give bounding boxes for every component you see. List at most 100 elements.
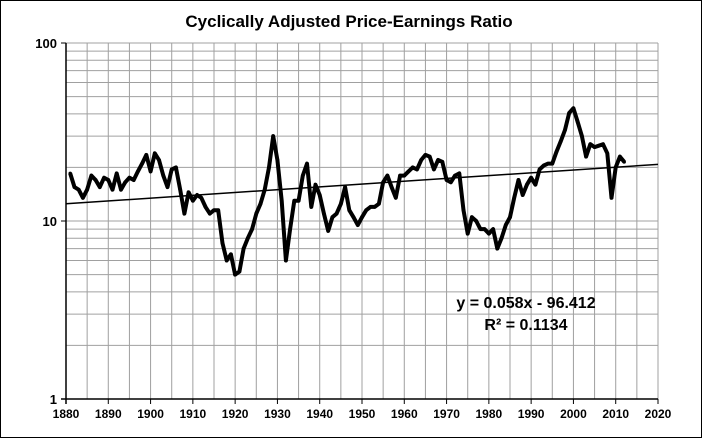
cape-data-point [550, 161, 555, 166]
cape-data-point [220, 241, 225, 246]
cape-data-point [322, 211, 326, 216]
cape-data-point [68, 171, 73, 176]
cape-data-point [144, 153, 149, 157]
cape-data-point [317, 193, 322, 197]
cape-data-point [199, 196, 204, 200]
cape-data-point [275, 158, 280, 162]
cape-data-point [427, 154, 432, 159]
cape-data-point [119, 187, 123, 192]
cape-data-point [575, 120, 580, 124]
cape-data-point [246, 236, 250, 241]
cape-data-point [110, 187, 115, 192]
cape-series-line [68, 106, 626, 277]
cape-data-point [394, 196, 398, 200]
cape-data-point [271, 134, 276, 138]
cape-data-point [98, 185, 102, 189]
x-tick-label: 1940 [306, 407, 333, 421]
cape-data-point [360, 215, 364, 220]
cape-data-point [520, 193, 525, 197]
trendline [65, 163, 659, 205]
cape-data-point [229, 252, 233, 257]
cape-data-point [368, 205, 373, 209]
cape-data-point [191, 198, 195, 203]
x-tick-label: 1910 [180, 407, 207, 421]
cape-data-point [580, 134, 584, 138]
x-tick-label: 1960 [391, 407, 418, 421]
cape-data-point [237, 269, 242, 274]
cape-data-point [525, 182, 529, 187]
x-tick-label: 2020 [645, 407, 672, 421]
cape-data-point [140, 161, 144, 166]
cape-data-point [233, 272, 237, 277]
cape-data-point [609, 196, 614, 200]
cape-data-point [440, 160, 445, 164]
cape-data-point [250, 227, 254, 231]
x-tick-label: 1890 [95, 407, 122, 421]
cape-data-point [470, 215, 474, 220]
cape-data-point [597, 143, 601, 148]
cape-data-point [351, 215, 356, 220]
y-tick-label: 100 [35, 36, 57, 51]
cape-data-point [457, 171, 462, 176]
cape-data-point [499, 236, 504, 241]
cape-data-point [288, 227, 292, 231]
cape-data-point [161, 173, 166, 178]
cape-data-point [136, 169, 140, 174]
x-tick-label: 1900 [137, 407, 164, 421]
cape-data-point [258, 201, 263, 206]
cape-data-point [474, 219, 478, 223]
cape-data-point [326, 229, 330, 233]
cape-data-point [153, 151, 157, 156]
cape-data-point [449, 180, 453, 185]
cape-data-point [558, 139, 563, 144]
trendline-r-squared: R² = 0.1134 [484, 317, 567, 334]
cape-data-point [508, 215, 512, 220]
cape-data-point [203, 205, 208, 209]
cape-data-point [546, 161, 550, 166]
cape-data-point [216, 208, 221, 212]
cape-data-point [106, 178, 111, 182]
x-tick-label: 1970 [433, 407, 460, 421]
cape-data-point [453, 173, 457, 178]
cape-data-point [334, 211, 339, 216]
cape-data-point [372, 205, 377, 209]
cape-data-point [72, 185, 77, 189]
cape-data-point [165, 185, 170, 189]
cape-data-point [169, 167, 174, 172]
cape-data-point [102, 175, 106, 180]
cape-data-point [364, 208, 369, 212]
chart-title: Cyclically Adjusted Price-Earnings Ratio [185, 12, 512, 31]
axes: 1880 1890 1900 1910 1920 1930 1940 1950 1960 1970… [35, 36, 671, 421]
cape-data-point [182, 211, 187, 216]
x-tick-label: 2000 [560, 407, 587, 421]
cape-data-point [415, 167, 419, 172]
cape-data-point [495, 246, 500, 251]
cape-data-point [347, 208, 352, 212]
cape-data-point [157, 158, 161, 162]
cape-data-point [432, 167, 436, 172]
cape-data-point [465, 231, 470, 236]
cape-data-point [529, 175, 533, 180]
cape-data-point [592, 145, 597, 149]
cape-data-point [584, 154, 588, 159]
cape-data-point [339, 201, 343, 206]
cape-data-point [355, 223, 360, 227]
cape-data-point [503, 223, 508, 227]
cape-data-point [567, 111, 571, 115]
cape-data-point [301, 173, 305, 178]
cape-data-point [127, 175, 132, 180]
cape-data-point [512, 196, 517, 200]
cape-data-point [377, 201, 381, 206]
cape-data-point [85, 187, 89, 192]
cape-data-point [305, 161, 309, 166]
cape-data-point [174, 165, 178, 170]
cape-data-point [309, 205, 314, 209]
cape-data-point [423, 153, 428, 157]
cape-data-point [267, 165, 271, 170]
cape-data-point [224, 258, 229, 263]
cape-data-point [385, 173, 390, 178]
cape-data-point [482, 227, 487, 231]
x-tick-label: 1920 [222, 407, 249, 421]
